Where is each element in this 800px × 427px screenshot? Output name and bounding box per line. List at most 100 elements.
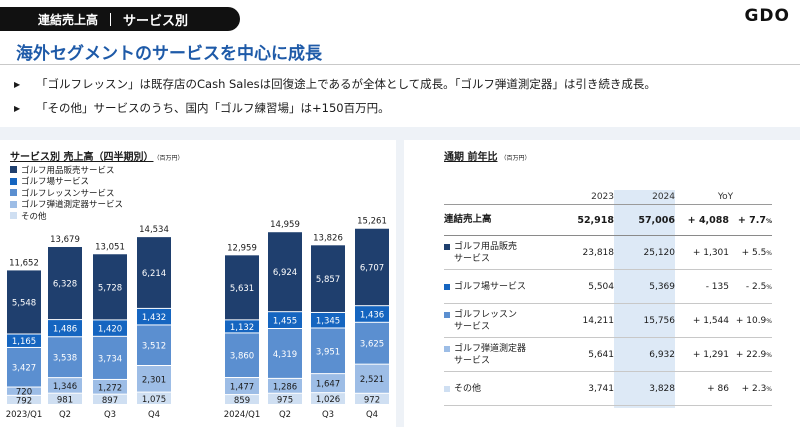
yoy-percent: - 2.5% (745, 281, 772, 292)
x-tick-label: 2023/Q1 (6, 410, 43, 420)
legend-swatch (10, 166, 17, 174)
table-row: ゴルフ弾道測定器 サービス 5,641 6,932 + 1,291 + 22.9% (444, 338, 772, 372)
row-swatch (444, 345, 450, 352)
data-label: 975 (277, 395, 293, 405)
table-row: ゴルフ用品販売 サービス 23,818 25,120 + 1,301 + 5.5% (444, 236, 772, 270)
table-row: ゴルフレッスン サービス 14,211 15,756 + 1,544 + 10.9% (444, 304, 772, 338)
bar-segment (7, 347, 41, 387)
bar-segment (225, 378, 259, 395)
data-label: 972 (364, 395, 380, 405)
row-label-text: 連結売上高 (444, 214, 492, 225)
yoy-diff: + 86 (707, 383, 729, 394)
legend-item: ゴルフレッスンサービス (10, 187, 123, 199)
x-tick-label: Q2 (279, 410, 291, 420)
yoy-percent: + 2.3% (741, 383, 772, 394)
bar-segment (268, 232, 302, 312)
legend-item: ゴルフ用品販売サービス (10, 164, 123, 176)
data-label: 1,345 (316, 317, 340, 327)
bar-segment (311, 393, 345, 404)
bullet-text: 「ゴルフレッスン」は既存店のCash Salesは回復途上であるが全体として成長… (36, 77, 656, 91)
value-2023: 5,641 (588, 349, 614, 360)
bar-segment (225, 255, 259, 320)
bar-segment (268, 378, 302, 393)
bar-segment (93, 379, 127, 394)
data-label: 1,486 (53, 325, 77, 335)
bullet-text: 「その他」サービスのうち、国内「ゴルフ練習場」は+150百万円。 (36, 101, 390, 115)
value-2024: 15,756 (643, 315, 676, 326)
header-2024: 2024 (652, 192, 675, 202)
data-label: 3,734 (98, 354, 122, 364)
chart-unit: （百万円） (156, 155, 184, 162)
bar-segment (355, 322, 389, 364)
bar-segment (268, 393, 302, 404)
bar-segment (48, 393, 82, 404)
bar-segment (225, 395, 259, 404)
total-label: 14,534 (139, 225, 169, 235)
data-label: 5,728 (98, 283, 122, 293)
bar-segment (225, 320, 259, 333)
bar-segment (268, 329, 302, 378)
row-swatch (444, 385, 450, 392)
row-swatch (444, 311, 450, 318)
page-headline: 海外セグメントのサービスを中心に成長 (16, 44, 322, 64)
data-label: 4,319 (273, 350, 297, 360)
yoy-diff: - 135 (705, 281, 729, 292)
legend-item: ゴルフ弾道測定器サービス (10, 199, 124, 211)
bar-segment (355, 228, 389, 306)
row-label: ゴルフレッスン サービス (444, 309, 554, 333)
row-swatch (444, 243, 450, 250)
data-label: 1,286 (273, 382, 297, 392)
total-label: 11,652 (9, 258, 39, 268)
data-label: 1,346 (53, 382, 77, 392)
value-2023: 5,504 (588, 281, 614, 292)
legend-label: ゴルフ弾道測定器サービス (21, 200, 124, 211)
bar-segment (311, 312, 345, 328)
data-label: 720 (16, 388, 32, 398)
percent-unit: % (766, 385, 772, 393)
value-2024: 25,120 (643, 247, 676, 258)
yoy-diff: + 1,301 (692, 247, 729, 258)
bullet-list: ▶ 「ゴルフレッスン」は既存店のCash Salesは回復途上であるが全体として… (14, 72, 794, 120)
value-2023: 14,211 (582, 315, 615, 326)
data-label: 1,165 (12, 337, 36, 347)
bar-segment (268, 312, 302, 329)
data-label: 3,860 (230, 352, 254, 362)
company-logo: GDO (744, 6, 790, 26)
yoy-title-text: 通期 前年比 (444, 152, 498, 163)
value-2023: 52,918 (577, 214, 614, 226)
bar-segment (355, 364, 389, 393)
yoy-table: 2023 2024 YoY 連結売上高 52,918 57,006 + 4,088 + … (444, 190, 772, 406)
percent-unit: % (766, 351, 772, 359)
value-2023: 3,741 (588, 383, 614, 394)
data-label: 1,420 (98, 325, 122, 335)
data-label: 6,214 (142, 269, 166, 279)
section-header-bar: 連結売上高 サービス別 (0, 7, 240, 31)
bar-segment (93, 254, 127, 320)
data-label: 6,328 (53, 280, 77, 290)
data-label: 1,477 (230, 383, 254, 393)
headline-divider (0, 64, 800, 65)
data-label: 5,631 (230, 284, 254, 294)
total-label: 12,959 (227, 243, 257, 253)
bar-segment (137, 325, 171, 366)
bar-segment (225, 333, 259, 378)
bar-segment (311, 374, 345, 393)
value-2024: 57,006 (638, 214, 675, 226)
bullet-item: ▶ 「ゴルフレッスン」は既存店のCash Salesは回復途上であるが全体として… (14, 72, 794, 96)
percent-unit: % (765, 217, 772, 225)
x-tick-label: Q4 (366, 410, 378, 420)
row-swatch (444, 283, 450, 290)
header-2023: 2023 (591, 192, 614, 202)
x-tick-label: Q2 (59, 410, 71, 420)
x-tick-label: Q4 (148, 410, 160, 420)
data-label: 1,647 (316, 380, 340, 390)
data-label: 2,521 (360, 375, 384, 385)
chart-legend: ゴルフ用品販売サービス ゴルフ場サービス ゴルフレッスンサービス ゴルフ弾道測定器サー… (10, 164, 123, 222)
yoy-percent: + 5.5% (741, 247, 772, 258)
data-label: 3,951 (316, 347, 340, 357)
bar-segment (48, 247, 82, 320)
data-label: 6,707 (360, 263, 384, 273)
bar-segment (311, 328, 345, 374)
bar-segment (7, 395, 41, 404)
chart-title-text: サービス別 売上高（四半期別） (10, 152, 154, 163)
